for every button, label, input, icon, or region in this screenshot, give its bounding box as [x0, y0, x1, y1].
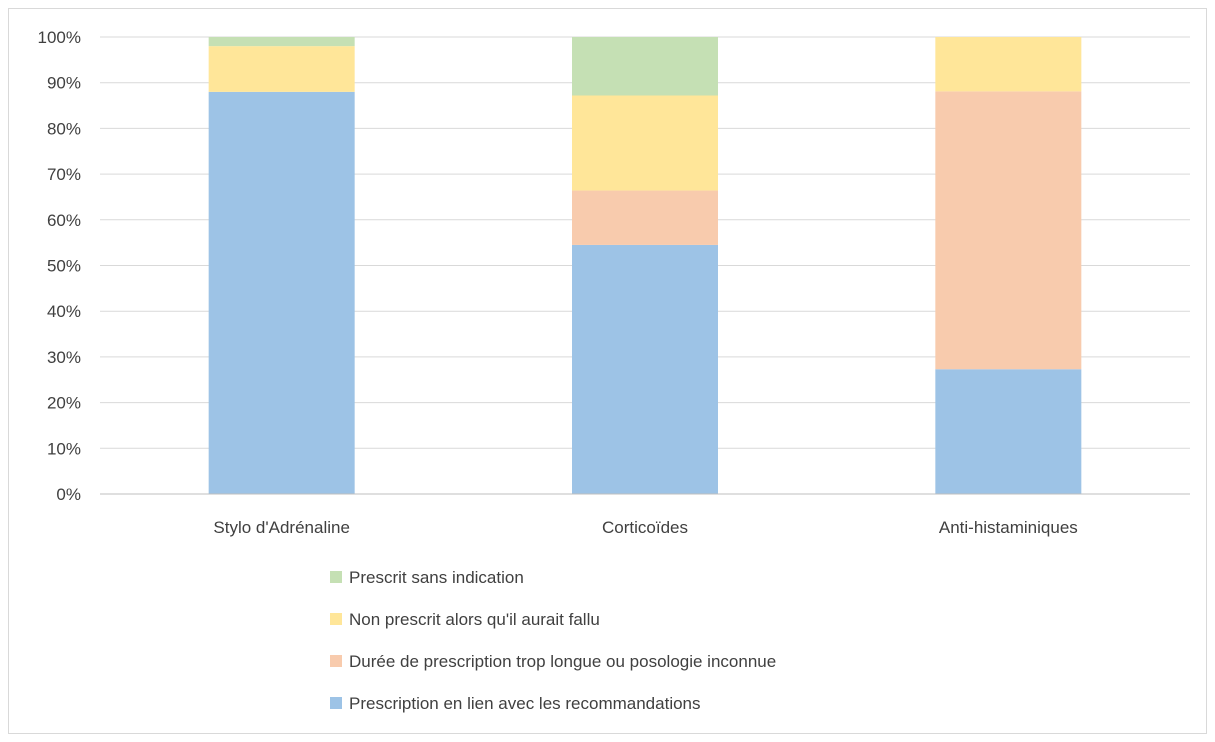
legend-label: Durée de prescription trop longue ou pos… [349, 652, 776, 671]
legend-label: Non prescrit alors qu'il aurait fallu [349, 610, 600, 629]
legend-swatch [330, 655, 342, 667]
bar-segment [572, 244, 718, 494]
x-tick-label: Anti-histaminiques [939, 518, 1078, 537]
bar-segment [572, 190, 718, 245]
y-tick-label: 0% [56, 485, 81, 504]
legend-swatch [330, 571, 342, 583]
y-tick-label: 90% [47, 74, 81, 93]
legend-label: Prescrit sans indication [349, 568, 524, 587]
y-tick-label: 40% [47, 302, 81, 321]
legend: Prescrit sans indication Non prescrit alo… [330, 568, 776, 713]
bar-segment [572, 37, 718, 96]
legend-label: Prescription en lien avec les recommanda… [349, 694, 701, 713]
y-tick-label: 30% [47, 348, 81, 367]
bar-segment [208, 91, 355, 494]
y-tick-label: 60% [47, 211, 81, 230]
legend-swatch [330, 613, 342, 625]
bar-segment [935, 91, 1082, 370]
bars [208, 37, 1082, 494]
bar-segment [208, 46, 355, 92]
x-axis-labels: Stylo d'Adrénaline Corticoïdes Anti-histam… [213, 518, 1077, 537]
x-tick-label: Corticoïdes [602, 518, 688, 537]
chart-frame: 0% 10% 20% 30% 40% 50% 60% 70% 80% 90% 100% Stylo … [8, 8, 1207, 734]
y-tick-label: 70% [47, 165, 81, 184]
y-tick-label: 20% [47, 394, 81, 413]
legend-swatch [330, 697, 342, 709]
y-tick-label: 100% [38, 28, 81, 47]
y-tick-label: 80% [47, 119, 81, 138]
y-axis-labels: 0% 10% 20% 30% 40% 50% 60% 70% 80% 90% 100% [38, 28, 81, 504]
y-tick-label: 50% [47, 257, 81, 276]
bar-segment [935, 369, 1082, 494]
bar-segment [208, 37, 355, 47]
bar-segment [572, 95, 718, 191]
x-tick-label: Stylo d'Adrénaline [213, 518, 350, 537]
stacked-bar-chart: 0% 10% 20% 30% 40% 50% 60% 70% 80% 90% 100% Stylo … [38, 28, 1190, 713]
y-tick-label: 10% [47, 439, 81, 458]
bar-segment [935, 37, 1082, 92]
